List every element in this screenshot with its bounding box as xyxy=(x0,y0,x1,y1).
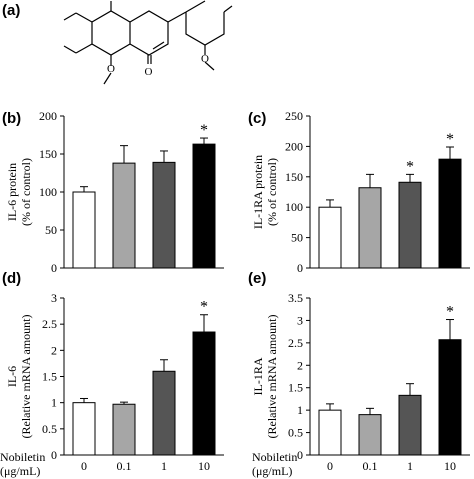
y-axis-label: (Relative mRNA amount) xyxy=(19,315,33,439)
bar xyxy=(358,187,382,269)
y-tick-label: 150 xyxy=(39,147,57,161)
y-tick-label: 3 xyxy=(297,313,303,327)
structure-bonds xyxy=(63,0,233,85)
y-tick-label: 150 xyxy=(285,170,303,184)
carbonyl-oxygen: O xyxy=(145,66,153,78)
y-tick-label: 0 xyxy=(51,261,57,275)
x-tick-label: 1 xyxy=(161,459,167,473)
x-tick-label: 10 xyxy=(444,459,456,473)
bar xyxy=(152,161,176,269)
bar xyxy=(438,339,462,456)
x-tick-label: 0 xyxy=(81,459,87,473)
y-tick-label: 0 xyxy=(51,448,57,462)
y-tick-label: 200 xyxy=(285,139,303,153)
panel-label-e: (e) xyxy=(248,270,267,287)
x-tick-label: 10 xyxy=(198,459,210,473)
y-tick-label: 200 xyxy=(39,109,57,123)
bar xyxy=(152,370,176,456)
bar xyxy=(398,394,422,456)
y-tick-label: 0.5 xyxy=(42,422,57,436)
significance-marker: * xyxy=(200,299,208,316)
y-tick-label: 3 xyxy=(51,291,57,305)
bar xyxy=(192,331,216,456)
x-tick-label: 0.1 xyxy=(117,459,132,473)
significance-marker: * xyxy=(446,131,454,148)
x-axis-label-line1: Nobiletin xyxy=(0,450,46,464)
panel-label-a: (a) xyxy=(2,2,21,19)
significance-marker: * xyxy=(406,158,414,175)
y-axis-label: IL-1RA protein xyxy=(251,155,265,229)
significance-marker: * xyxy=(446,304,454,321)
bar xyxy=(398,181,422,269)
y-tick-label: 0 xyxy=(297,448,303,462)
bar xyxy=(112,403,136,456)
x-axis-label-line2: (μg/mL) xyxy=(0,464,41,478)
x-tick-label: 0 xyxy=(327,459,333,473)
y-axis-label: (Relative mRNA amount) xyxy=(265,315,279,439)
y-axis-label: IL-1RA xyxy=(251,357,265,395)
methoxy-oxygen: O xyxy=(201,53,209,65)
y-tick-label: 0.5 xyxy=(288,426,303,440)
y-tick-label: 1.5 xyxy=(288,381,303,395)
panel-label-c: (c) xyxy=(248,110,267,127)
y-tick-label: 2.5 xyxy=(42,317,57,331)
y-tick-label: 3.5 xyxy=(288,291,303,305)
y-tick-label: 1.5 xyxy=(42,370,57,384)
y-tick-label: 100 xyxy=(285,200,303,214)
y-tick-label: 2.5 xyxy=(288,336,303,350)
y-axis-label: (% of control) xyxy=(265,158,279,226)
bar xyxy=(192,143,216,269)
bar xyxy=(438,158,462,269)
bar xyxy=(318,409,342,456)
y-tick-label: 50 xyxy=(45,223,57,237)
y-axis-label: (% of control) xyxy=(19,158,33,226)
x-tick-label: 0.1 xyxy=(363,459,378,473)
x-tick-label: 1 xyxy=(407,459,413,473)
y-tick-label: 1 xyxy=(297,403,303,417)
y-tick-label: 2 xyxy=(51,343,57,357)
x-axis-label-line1: Nobiletin xyxy=(252,450,298,464)
y-tick-label: 250 xyxy=(285,109,303,123)
bar xyxy=(72,191,96,269)
x-axis-label-line2: (μg/mL) xyxy=(252,464,293,478)
bar xyxy=(112,162,136,269)
y-tick-label: 1 xyxy=(51,396,57,410)
methoxy-oxygen: O xyxy=(107,63,115,75)
significance-marker: * xyxy=(200,122,208,139)
y-tick-label: 100 xyxy=(39,185,57,199)
bar xyxy=(318,206,342,269)
bar xyxy=(72,402,96,456)
y-tick-label: 50 xyxy=(291,231,303,245)
panel-label-d: (d) xyxy=(2,270,22,287)
panel-label-b: (b) xyxy=(2,110,22,127)
y-tick-label: 0 xyxy=(297,261,303,275)
y-axis-label: IL-6 protein xyxy=(5,163,19,221)
bar xyxy=(358,414,382,456)
y-tick-label: 2 xyxy=(297,358,303,372)
y-axis-label: IL-6 xyxy=(5,366,19,387)
